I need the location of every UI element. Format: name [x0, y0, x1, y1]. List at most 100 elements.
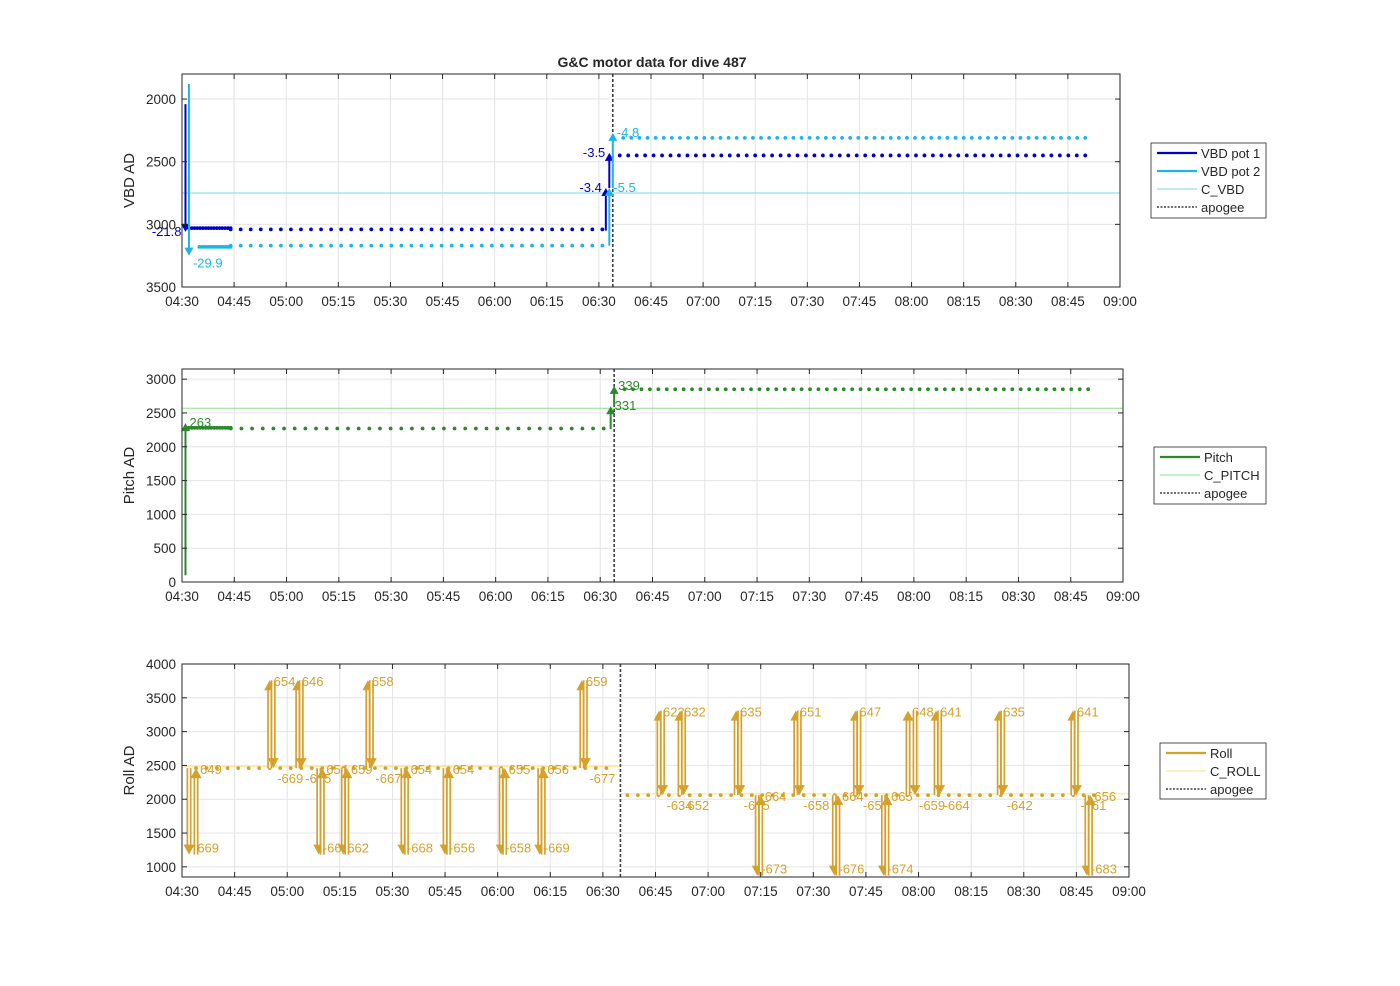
- data-point: [646, 793, 651, 798]
- data-point: [753, 153, 758, 158]
- data-point: [362, 766, 367, 771]
- data-point: [278, 766, 283, 771]
- data-point: [681, 387, 686, 392]
- data-point: [698, 793, 702, 798]
- data-point: [957, 793, 962, 798]
- data-point: [843, 793, 848, 798]
- data-point: [220, 226, 225, 231]
- data-point: [732, 387, 737, 392]
- data-point: [212, 425, 216, 430]
- motor-move-arrow: 648: [902, 705, 934, 796]
- y-axis: 0 500 1000 1500 2000 2500 3000: [146, 372, 1123, 590]
- data-point: [339, 227, 344, 232]
- arrow-label: 649: [200, 762, 222, 777]
- data-point: [591, 426, 595, 431]
- data-point: [530, 227, 534, 232]
- data-point: [550, 243, 555, 248]
- data-point: [706, 387, 711, 392]
- data-point: [791, 387, 796, 392]
- data-point: [1060, 793, 1065, 798]
- data-point: [495, 426, 500, 431]
- y-tick-label: 2000: [146, 792, 176, 807]
- y-tick-label: 0: [168, 575, 176, 590]
- legend-entry: apogee: [1204, 486, 1247, 501]
- x-tick-label: 06:30: [586, 884, 620, 899]
- motor-move-arrow: -668: [397, 768, 433, 856]
- data-point: [812, 153, 817, 158]
- data-point: [404, 766, 409, 771]
- data-point: [626, 153, 631, 158]
- data-point: [726, 136, 731, 140]
- data-point: [872, 136, 877, 140]
- data-point: [248, 227, 253, 232]
- data-point: [694, 136, 699, 140]
- data-point: [653, 136, 658, 140]
- data-point: [1050, 136, 1055, 140]
- data-point: [580, 243, 585, 248]
- motor-move-arrow: -658: [793, 710, 829, 813]
- data-point: [702, 153, 707, 158]
- data-point: [643, 153, 648, 158]
- data-point: [236, 766, 241, 771]
- data-point: [548, 426, 553, 431]
- y-tick-label: 3000: [146, 372, 176, 387]
- data-point: [209, 425, 214, 430]
- data-point: [478, 766, 483, 771]
- arrow-head: [316, 768, 328, 779]
- data-point: [228, 243, 233, 248]
- data-point: [399, 426, 404, 431]
- data-point: [823, 136, 828, 140]
- motor-move-arrow: 331: [606, 398, 636, 430]
- data-point: [977, 136, 982, 140]
- data-point: [593, 766, 598, 771]
- motor-move-arrow: 339: [609, 378, 640, 407]
- motor-move-arrow: 658: [362, 674, 394, 769]
- data-point: [744, 153, 749, 158]
- data-point: [214, 425, 219, 430]
- data-point: [795, 153, 800, 158]
- data-point: [379, 227, 384, 232]
- data-point: [622, 387, 627, 392]
- data-point: [734, 136, 739, 140]
- data-point: [782, 387, 787, 392]
- data-point: [639, 387, 644, 392]
- data-point: [1027, 387, 1032, 392]
- arrow-label: -676: [838, 862, 864, 877]
- motor-move-arrow: 651: [790, 705, 821, 796]
- arrow-label: -669: [277, 771, 303, 786]
- data-point: [319, 227, 323, 232]
- data-point: [1015, 153, 1020, 158]
- y-tick-label: 1000: [146, 860, 176, 875]
- data-point: [580, 426, 585, 431]
- data-point: [937, 136, 942, 140]
- arrow-head: [1084, 795, 1096, 806]
- data-point: [874, 793, 879, 798]
- data-point: [702, 136, 707, 140]
- data-point: [1042, 136, 1047, 140]
- data-point: [560, 227, 565, 232]
- x-tick-label: 06:30: [583, 589, 617, 604]
- data-point: [710, 136, 715, 140]
- data-point: [278, 227, 283, 232]
- motor-move-arrow: -673: [751, 795, 787, 877]
- y-tick-label: 3500: [146, 280, 176, 295]
- x-tick-label: 06:00: [479, 589, 513, 604]
- data-point: [888, 153, 893, 158]
- data-point: [570, 227, 575, 232]
- data-point: [339, 243, 344, 248]
- data-point: [1002, 136, 1007, 140]
- data-point: [457, 766, 461, 771]
- arrow-label: -21.8: [152, 224, 182, 239]
- data-point: [973, 153, 978, 158]
- arrow-label: 652: [688, 798, 710, 813]
- arrow-label: 654: [410, 762, 432, 777]
- data-point: [238, 227, 243, 232]
- data-point: [260, 426, 265, 431]
- data-point: [429, 227, 434, 232]
- data-point: [540, 227, 544, 232]
- data-point: [1074, 153, 1079, 158]
- arrow-label: -658: [803, 798, 829, 813]
